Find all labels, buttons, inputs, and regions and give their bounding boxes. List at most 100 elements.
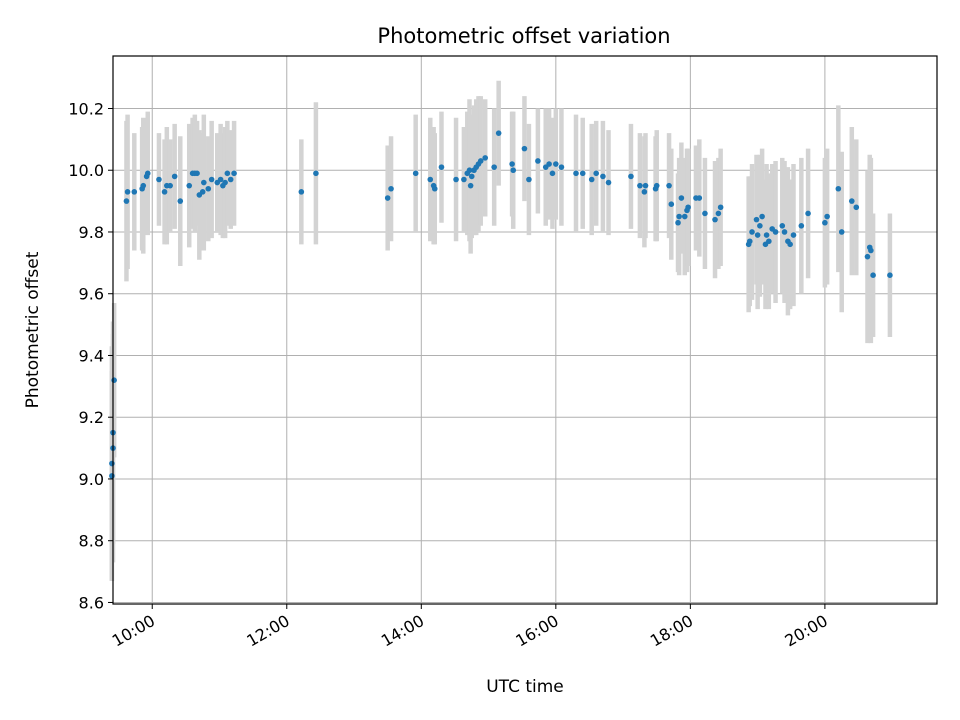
data-point xyxy=(140,182,147,189)
data-point xyxy=(593,170,599,177)
data-point xyxy=(628,173,634,180)
data-point xyxy=(870,272,876,279)
data-point xyxy=(466,167,473,174)
data-point xyxy=(763,232,770,238)
data-point xyxy=(468,173,475,180)
data-point xyxy=(685,204,691,211)
data-point xyxy=(666,182,672,189)
y-axis-title: Photometric offset xyxy=(23,251,43,408)
data-point xyxy=(746,238,753,245)
data-point xyxy=(642,182,649,189)
data-point xyxy=(427,176,434,183)
data-point xyxy=(848,198,855,204)
data-point xyxy=(194,170,200,177)
data-point xyxy=(779,223,786,229)
data-point xyxy=(558,164,565,170)
data-point xyxy=(759,213,765,220)
data-point xyxy=(109,473,115,479)
data-point xyxy=(224,170,231,177)
data-point xyxy=(217,176,224,183)
data-point xyxy=(161,189,168,195)
data-point xyxy=(757,223,763,229)
y-tick-label: 8.8 xyxy=(79,532,104,551)
data-point xyxy=(798,223,805,229)
data-point xyxy=(201,179,207,186)
data-point xyxy=(227,176,234,183)
data-point xyxy=(712,216,718,223)
data-point xyxy=(853,204,860,211)
y-tick-label: 10.0 xyxy=(68,161,104,180)
data-point xyxy=(641,189,648,195)
data-point xyxy=(749,229,755,235)
data-point xyxy=(521,145,528,152)
data-point xyxy=(553,161,559,167)
data-point xyxy=(637,182,643,189)
data-point xyxy=(535,158,541,164)
data-point xyxy=(549,170,556,177)
data-point xyxy=(675,219,681,226)
data-point xyxy=(753,216,760,223)
data-point xyxy=(388,185,394,192)
data-point xyxy=(766,238,772,245)
data-points xyxy=(109,130,893,479)
y-axis-ticks: 8.6 8.8 9.0 9.2 9.4 9.6 9.8 10.0 10.2 xyxy=(68,99,113,612)
data-point xyxy=(754,232,761,238)
data-point xyxy=(205,185,212,192)
data-point xyxy=(509,161,515,167)
y-tick-label: 10.2 xyxy=(68,99,104,118)
data-point xyxy=(579,170,586,177)
data-point xyxy=(600,173,606,180)
x-axis-title: UTC time xyxy=(486,677,564,697)
data-point xyxy=(231,170,237,177)
data-point xyxy=(495,130,502,136)
data-point xyxy=(681,213,688,220)
data-point xyxy=(313,170,319,177)
data-point xyxy=(491,164,497,170)
data-point xyxy=(177,198,184,204)
data-point xyxy=(431,185,438,192)
data-point xyxy=(838,229,845,235)
data-point xyxy=(208,176,215,183)
data-point xyxy=(835,185,842,192)
data-point xyxy=(167,182,173,189)
data-point xyxy=(546,161,552,167)
data-point xyxy=(678,195,685,201)
data-point xyxy=(605,179,612,186)
data-point xyxy=(715,210,722,217)
plot-frame xyxy=(112,55,938,605)
data-point xyxy=(781,229,788,235)
data-point xyxy=(824,213,830,220)
data-point xyxy=(887,272,893,279)
data-point xyxy=(787,241,793,248)
data-point xyxy=(156,176,162,183)
data-point xyxy=(805,210,811,217)
data-point xyxy=(482,155,489,161)
data-point xyxy=(131,189,138,195)
data-point xyxy=(717,204,724,211)
y-tick-label: 9.8 xyxy=(79,223,104,242)
data-point xyxy=(171,173,178,180)
data-point xyxy=(438,164,445,170)
data-point xyxy=(477,158,484,164)
data-point xyxy=(467,182,474,189)
y-tick-label: 8.6 xyxy=(79,593,104,612)
data-point xyxy=(868,247,874,254)
y-tick-label: 9.4 xyxy=(79,346,104,365)
y-tick-label: 9.0 xyxy=(79,470,104,489)
data-point xyxy=(526,176,532,183)
data-point xyxy=(199,189,206,195)
data-point xyxy=(653,182,660,189)
data-point xyxy=(123,198,130,204)
data-point xyxy=(864,253,871,260)
y-tick-label: 9.6 xyxy=(79,285,104,304)
data-point xyxy=(109,460,115,467)
data-point xyxy=(453,176,459,183)
data-point xyxy=(412,170,419,177)
data-point xyxy=(510,167,517,174)
data-point xyxy=(222,179,228,186)
data-point xyxy=(822,219,828,226)
data-point xyxy=(676,213,682,220)
data-point xyxy=(696,195,703,201)
data-point xyxy=(298,189,305,195)
